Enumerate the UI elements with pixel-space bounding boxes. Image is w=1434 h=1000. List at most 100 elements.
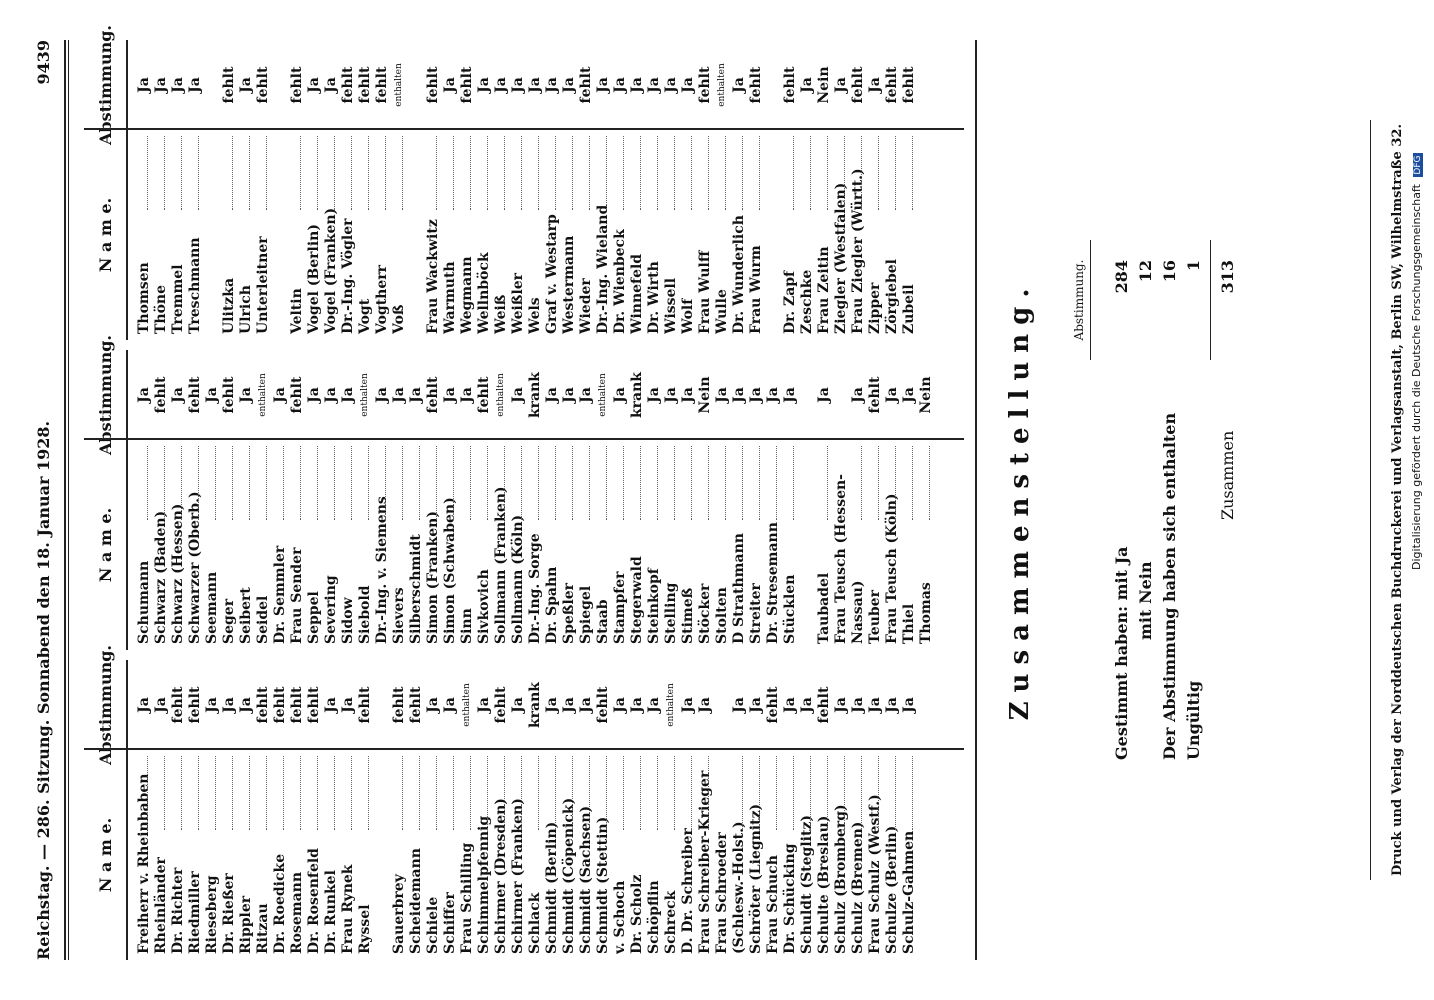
- vote-value: Ja: [867, 77, 883, 93]
- vote-value: Ja: [799, 697, 815, 713]
- footer-rule: [1370, 120, 1371, 880]
- vote-value: Ja: [170, 387, 186, 403]
- vote-value: fehlt: [289, 66, 305, 104]
- summary-value-ungueltig: 1: [1184, 260, 1203, 272]
- vote-value: Ja: [408, 387, 424, 403]
- leader-dots: [878, 446, 896, 520]
- leader-dots: [147, 446, 165, 520]
- leader-dots: [385, 136, 403, 210]
- vote-value: Ja: [476, 77, 492, 93]
- summary-value-nein: 12: [1136, 260, 1155, 283]
- leader-dots: [198, 446, 216, 520]
- vote-table-1: N a m e. Abstimmung. Freiherr v. Rheinbabe…: [84, 645, 964, 960]
- vote-value: Ja: [782, 387, 798, 403]
- vote-value: Nein: [697, 376, 713, 414]
- leader-dots: [810, 756, 828, 830]
- summary-total-label: Zusammen: [1218, 430, 1237, 520]
- leader-dots: [249, 136, 267, 210]
- vote-value: Ja: [476, 697, 492, 713]
- leader-dots: [657, 756, 675, 830]
- vote-value: Ja: [867, 697, 883, 713]
- vote-value: fehlt: [578, 66, 594, 104]
- leader-dots: [793, 136, 811, 210]
- vote-value: Ja: [731, 697, 747, 713]
- leader-dots: [249, 446, 267, 520]
- leader-dots: [215, 136, 233, 210]
- vote-value: Ja: [748, 697, 764, 713]
- vote-value: fehlt: [153, 376, 169, 414]
- leader-dots: [691, 756, 709, 830]
- leader-dots: [606, 756, 624, 830]
- leader-dots: [793, 756, 811, 830]
- vote-row: Taubadel Ja: [810, 350, 833, 650]
- vote-value: enthalten: [258, 373, 268, 417]
- leader-dots: [317, 136, 335, 210]
- vote-row: Frau Schreiber-Krieger Ja: [691, 660, 714, 960]
- leader-dots: [130, 446, 148, 520]
- vote-value: enthalten: [496, 373, 506, 417]
- leader-dots: [470, 136, 488, 210]
- leader-dots: [555, 136, 573, 210]
- leader-dots: [436, 756, 454, 830]
- leader-dots: [623, 446, 641, 520]
- leader-dots: [453, 136, 471, 210]
- leader-dots: [572, 756, 590, 830]
- leader-dots: [572, 136, 590, 210]
- leader-dots: [215, 756, 233, 830]
- leader-dots: [776, 446, 794, 520]
- leader-dots: [504, 446, 522, 520]
- column-header-name: N a m e.: [84, 440, 128, 650]
- vote-value: fehlt: [782, 66, 798, 104]
- vote-value: Ja: [272, 387, 288, 403]
- leader-dots: [300, 136, 318, 210]
- vote-value: enthalten: [717, 63, 727, 107]
- leader-dots: [674, 446, 692, 520]
- vote-value: fehlt: [595, 686, 611, 724]
- vote-value: Ja: [663, 77, 679, 93]
- vote-value: Ja: [544, 697, 560, 713]
- leader-dots: [266, 446, 284, 520]
- vote-value: Ja: [578, 387, 594, 403]
- vote-value: Nein: [816, 66, 832, 104]
- leader-dots: [232, 446, 250, 520]
- leader-dots: [657, 136, 675, 210]
- leader-dots: [487, 756, 505, 830]
- leader-dots: [538, 136, 556, 210]
- vote-value: krank: [527, 681, 543, 729]
- vote-value: fehlt: [374, 66, 390, 104]
- vote-value: Ja: [782, 697, 798, 713]
- vote-value: Ja: [714, 387, 730, 403]
- leader-dots: [623, 136, 641, 210]
- leader-dots: [725, 446, 743, 520]
- leader-dots: [470, 446, 488, 520]
- leader-dots: [861, 136, 879, 210]
- vote-value: Ja: [544, 387, 560, 403]
- leader-dots: [708, 136, 726, 210]
- leader-dots: [844, 756, 862, 830]
- leader-dots: [419, 136, 437, 210]
- leader-dots: [283, 446, 301, 520]
- vote-value: Ja: [425, 697, 441, 713]
- vote-value: Ja: [680, 387, 696, 403]
- vote-value: Ja: [578, 697, 594, 713]
- vote-value: Ja: [493, 77, 509, 93]
- leader-dots: [691, 446, 709, 520]
- leader-dots: [453, 446, 471, 520]
- vote-value: Ja: [833, 77, 849, 93]
- vote-value: Ja: [238, 697, 254, 713]
- vote-row: Unterleitner fehlt: [249, 40, 272, 340]
- vote-value: Ja: [646, 77, 662, 93]
- vote-value: enthalten: [394, 63, 404, 107]
- vote-value: Ja: [238, 77, 254, 93]
- vote-value: Ja: [374, 387, 390, 403]
- leader-dots: [164, 136, 182, 210]
- vote-value: Ja: [340, 387, 356, 403]
- leader-dots: [249, 756, 267, 830]
- vote-value: Ja: [680, 697, 696, 713]
- vote-value: Ja: [901, 387, 917, 403]
- summary-label-enthalten: Der Abstimmung haben sich enthalten: [1160, 412, 1179, 760]
- footer-imprint: Druck und Verlag der Norddeutschen Buchd…: [1390, 124, 1405, 876]
- leader-dots: [742, 446, 760, 520]
- summary-total: 313: [1218, 260, 1237, 294]
- vote-row: Frau Wurm fehlt: [742, 40, 765, 340]
